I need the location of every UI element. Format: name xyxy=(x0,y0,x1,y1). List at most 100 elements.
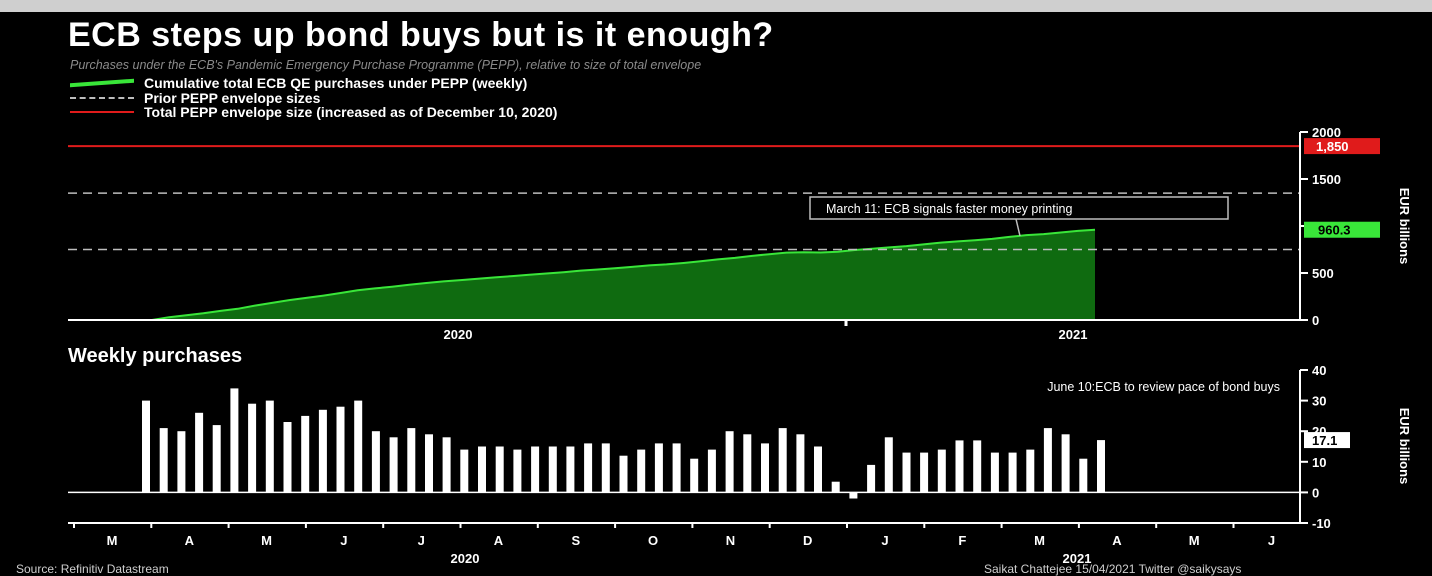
weekly-bar xyxy=(1097,440,1105,493)
weekly-bar xyxy=(973,440,982,493)
annotation-box xyxy=(809,196,1229,220)
weekly-bar xyxy=(142,400,150,493)
weekly-bar xyxy=(584,443,593,493)
legend-label-cumulative: Cumulative total ECB QE purchases under … xyxy=(144,75,528,92)
weekly-bars xyxy=(142,388,1105,499)
weekly-y-tick-label: 40 xyxy=(1312,363,1326,378)
cumulative-x-year-label: 2021 xyxy=(1059,327,1088,342)
top-bar xyxy=(0,0,1432,12)
weekly-month-label: J xyxy=(418,533,425,548)
cumulative-end-value: 960.3 xyxy=(1318,223,1351,238)
weekly-bar xyxy=(1043,428,1052,493)
weekly-bar xyxy=(814,446,822,493)
weekly-bar xyxy=(442,437,451,493)
total-envelope-badge xyxy=(1304,138,1380,155)
weekly-month-label: J xyxy=(1268,533,1275,548)
page-title: ECB steps up bond buys but is it enough? xyxy=(68,16,774,54)
weekly-bar xyxy=(177,431,186,493)
weekly-bar xyxy=(831,481,840,493)
weekly-year-labels: 2020 2021 xyxy=(451,551,1092,566)
weekly-end-value: 17.1 xyxy=(1312,433,1337,448)
weekly-year-label: 2021 xyxy=(1063,551,1092,566)
weekly-month-label: M xyxy=(1189,533,1200,548)
annotation-pointer xyxy=(1015,218,1021,237)
weekly-month-label: A xyxy=(185,533,195,548)
weekly-bar xyxy=(937,449,946,493)
weekly-year-label: 2020 xyxy=(451,551,480,566)
weekly-bar xyxy=(867,464,876,493)
weekly-bar xyxy=(513,449,522,493)
cumulative-x-ticks: 2020 2021 xyxy=(444,320,1088,342)
weekly-bar xyxy=(389,437,398,493)
weekly-bar xyxy=(248,403,257,493)
weekly-bar xyxy=(761,443,769,493)
weekly-month-label: F xyxy=(958,533,966,548)
cumulative-x-year-label: 2020 xyxy=(444,327,473,342)
weekly-title: Weekly purchases xyxy=(68,345,242,367)
weekly-bar xyxy=(425,434,433,493)
weekly-bar xyxy=(318,409,327,493)
cumulative-y-tick-label: 500 xyxy=(1312,266,1334,281)
cumulative-y-tick-label: 0 xyxy=(1312,313,1319,328)
legend: Cumulative total ECB QE purchases under … xyxy=(70,75,558,121)
legend-label-total-envelope: Total PEPP envelope size (increased as o… xyxy=(144,104,558,121)
weekly-month-label: D xyxy=(803,533,812,548)
weekly-bar xyxy=(212,425,221,493)
weekly-bar xyxy=(407,428,416,493)
cumulative-area xyxy=(152,229,1095,320)
weekly-bar xyxy=(796,434,805,493)
weekly-month-label: S xyxy=(571,533,580,548)
weekly-bar xyxy=(495,446,504,493)
annotation-june-10: June 10:ECB to review pace of bond buys xyxy=(1047,380,1280,394)
legend-swatch-dashed xyxy=(70,96,134,99)
weekly-bar xyxy=(1008,452,1017,493)
weekly-bar xyxy=(548,446,557,493)
weekly-bar xyxy=(902,452,911,493)
weekly-y-label: EUR billions xyxy=(1397,408,1412,485)
weekly-month-label: N xyxy=(726,533,735,548)
source-note: Source: Refinitiv Datastream xyxy=(16,562,169,576)
weekly-bar xyxy=(707,449,716,493)
weekly-month-label: J xyxy=(340,533,347,548)
weekly-y-tick-label: 10 xyxy=(1312,455,1326,470)
cumulative-y-label: EUR billions xyxy=(1397,188,1412,265)
cumulative-y-tick-label: 2000 xyxy=(1312,125,1341,140)
weekly-bar xyxy=(336,406,345,493)
legend-item-total-envelope: Total PEPP envelope size (increased as o… xyxy=(70,104,558,121)
weekly-y-tick-label: 30 xyxy=(1312,394,1326,409)
weekly-y-tick-label: -10 xyxy=(1312,516,1331,531)
annotation-march-11: March 11: ECB signals faster money print… xyxy=(826,202,1072,216)
weekly-bar xyxy=(743,434,752,493)
weekly-bar xyxy=(725,431,734,493)
weekly-bar xyxy=(230,388,239,493)
weekly-month-label: A xyxy=(494,533,504,548)
weekly-end-badge xyxy=(1304,432,1350,449)
weekly-bar xyxy=(1061,434,1070,493)
weekly-bar xyxy=(884,437,893,493)
weekly-bar xyxy=(478,446,486,493)
legend-item-prior-envelope: Prior PEPP envelope sizes xyxy=(70,89,557,106)
weekly-bar xyxy=(531,446,540,493)
weekly-bar xyxy=(1026,449,1035,493)
weekly-bar xyxy=(460,449,469,493)
cumulative-line xyxy=(151,228,1096,321)
weekly-bar xyxy=(778,428,787,493)
legend-swatch-red xyxy=(70,111,134,114)
weekly-month-label: M xyxy=(261,533,272,548)
legend-label-prior-envelope: Prior PEPP envelope sizes xyxy=(144,89,321,106)
credit-note: Saikat Chattejee 15/04/2021 Twitter @sai… xyxy=(984,562,1242,576)
weekly-bar xyxy=(920,452,929,493)
weekly-month-label: M xyxy=(1034,533,1045,548)
weekly-bar xyxy=(990,452,999,493)
weekly-bar xyxy=(159,428,168,493)
weekly-bar xyxy=(301,415,310,493)
weekly-month-label: J xyxy=(881,533,888,548)
weekly-bar xyxy=(195,412,204,493)
weekly-bar xyxy=(371,431,380,493)
cumulative-y-tick-label: 1500 xyxy=(1312,172,1341,187)
weekly-bar xyxy=(654,443,663,493)
